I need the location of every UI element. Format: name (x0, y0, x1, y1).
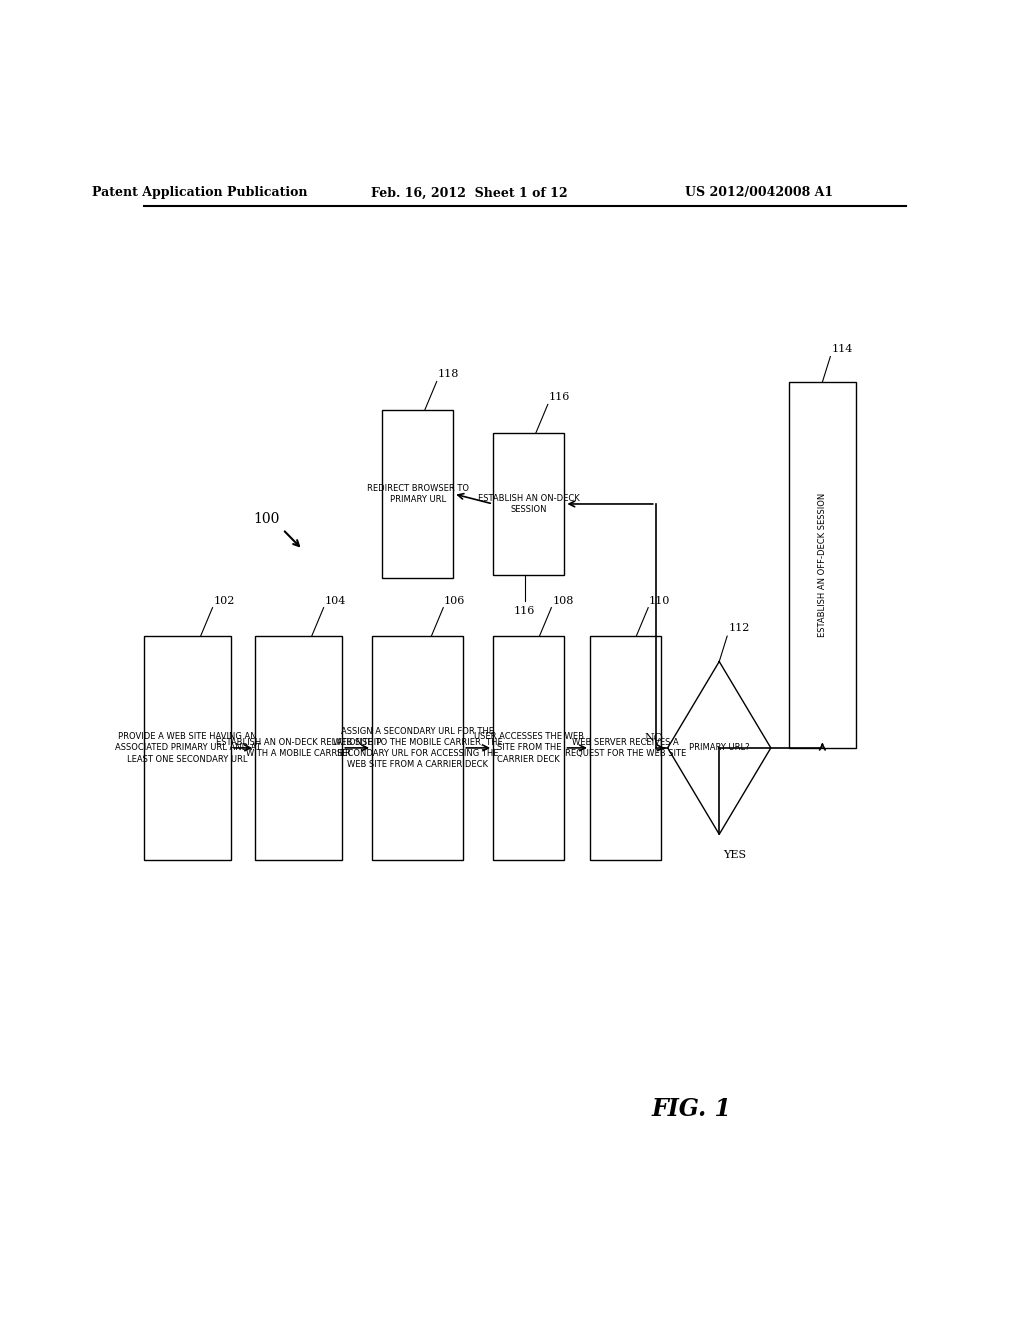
Text: REDIRECT BROWSER TO
PRIMARY URL: REDIRECT BROWSER TO PRIMARY URL (367, 483, 469, 504)
Text: 106: 106 (444, 595, 466, 606)
FancyBboxPatch shape (255, 636, 342, 859)
Text: USER ACCESSES THE WEB
SITE FROM THE
CARRIER DECK: USER ACCESSES THE WEB SITE FROM THE CARR… (474, 733, 584, 763)
Text: 114: 114 (831, 343, 853, 354)
Text: NO: NO (645, 733, 664, 743)
Text: US 2012/0042008 A1: US 2012/0042008 A1 (685, 186, 833, 199)
Text: 102: 102 (213, 595, 234, 606)
Text: 116: 116 (549, 392, 570, 403)
Text: PRIMARY URL?: PRIMARY URL? (689, 743, 750, 752)
FancyBboxPatch shape (372, 636, 463, 859)
Text: FIG. 1: FIG. 1 (651, 1097, 731, 1121)
FancyBboxPatch shape (494, 636, 564, 859)
Text: ESTABLISH AN ON-DECK RELATIONSHIP
WITH A MOBILE CARRIER: ESTABLISH AN ON-DECK RELATIONSHIP WITH A… (216, 738, 381, 758)
Text: 118: 118 (437, 370, 459, 379)
Text: 110: 110 (649, 595, 671, 606)
Text: Feb. 16, 2012  Sheet 1 of 12: Feb. 16, 2012 Sheet 1 of 12 (371, 186, 567, 199)
Text: 100: 100 (254, 512, 281, 527)
Text: 112: 112 (729, 623, 751, 634)
Text: ASSIGN A SECONDARY URL FOR THE
WEB SITE TO THE MOBILE CARRIER, THE
SECONDARY URL: ASSIGN A SECONDARY URL FOR THE WEB SITE … (333, 727, 503, 770)
FancyBboxPatch shape (382, 411, 454, 578)
FancyBboxPatch shape (494, 433, 564, 576)
Text: YES: YES (723, 850, 746, 859)
Text: ESTABLISH AN OFF-DECK SESSION: ESTABLISH AN OFF-DECK SESSION (818, 492, 827, 638)
FancyBboxPatch shape (143, 636, 231, 859)
Text: ESTABLISH AN ON-DECK
SESSION: ESTABLISH AN ON-DECK SESSION (478, 494, 580, 513)
Text: 104: 104 (325, 595, 346, 606)
Text: PROVIDE A WEB SITE HAVING AN
ASSOCIATED PRIMARY URL AND AT
LEAST ONE SECONDARY U: PROVIDE A WEB SITE HAVING AN ASSOCIATED … (115, 733, 260, 763)
Text: Patent Application Publication: Patent Application Publication (92, 186, 307, 199)
Text: 116: 116 (514, 606, 536, 615)
FancyBboxPatch shape (590, 636, 662, 859)
Text: 108: 108 (552, 595, 573, 606)
Text: WEB SERVER RECEIVES A
REQUEST FOR THE WEB SITE: WEB SERVER RECEIVES A REQUEST FOR THE WE… (565, 738, 686, 758)
FancyBboxPatch shape (788, 381, 856, 748)
